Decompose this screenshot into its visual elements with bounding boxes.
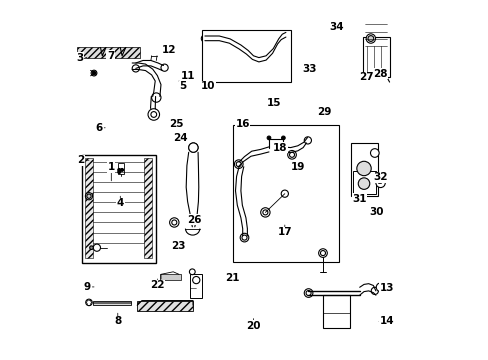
Bar [77, 47, 140, 58]
Text: 28: 28 [372, 69, 387, 79]
Text: 33: 33 [302, 64, 316, 74]
Circle shape [242, 235, 246, 240]
Circle shape [188, 143, 198, 152]
Text: 6: 6 [95, 123, 102, 133]
Circle shape [121, 168, 123, 171]
Text: 20: 20 [246, 321, 260, 331]
Circle shape [190, 145, 196, 150]
Circle shape [132, 65, 139, 72]
Bar [160, 274, 181, 280]
Circle shape [358, 178, 369, 189]
Circle shape [236, 162, 241, 167]
Circle shape [263, 210, 267, 215]
Text: 21: 21 [224, 273, 239, 283]
Text: 32: 32 [372, 172, 387, 182]
Text: 17: 17 [277, 227, 291, 237]
Text: 7: 7 [107, 51, 114, 61]
Text: 31: 31 [352, 194, 366, 204]
Circle shape [151, 93, 161, 102]
Bar [352, 171, 375, 194]
Circle shape [370, 287, 378, 294]
Text: 2: 2 [77, 155, 84, 165]
Circle shape [318, 249, 326, 257]
Circle shape [192, 276, 200, 284]
Bar [118, 163, 124, 174]
Circle shape [169, 218, 179, 227]
Text: 10: 10 [201, 81, 215, 91]
Bar [144, 158, 151, 258]
Circle shape [91, 70, 97, 76]
Text: 26: 26 [186, 215, 201, 225]
Circle shape [305, 291, 310, 296]
Text: 27: 27 [359, 72, 373, 82]
Circle shape [161, 64, 168, 71]
Circle shape [287, 150, 296, 159]
Text: 13: 13 [379, 283, 393, 293]
Circle shape [118, 168, 121, 171]
Text: 23: 23 [170, 240, 185, 251]
Circle shape [370, 149, 378, 157]
Bar [137, 301, 193, 311]
Circle shape [85, 299, 92, 306]
Circle shape [260, 208, 269, 217]
Circle shape [304, 137, 311, 144]
Circle shape [266, 136, 270, 140]
Text: 4: 4 [116, 198, 124, 208]
Text: 18: 18 [273, 143, 287, 153]
Circle shape [118, 171, 121, 174]
Circle shape [281, 190, 288, 197]
Text: 14: 14 [379, 316, 393, 327]
Circle shape [304, 289, 312, 297]
Text: 22: 22 [150, 280, 164, 290]
Text: 11: 11 [180, 71, 195, 81]
Bar [232, 125, 339, 262]
Bar [202, 30, 291, 82]
Bar [85, 158, 92, 258]
Text: 24: 24 [173, 132, 187, 143]
Circle shape [289, 152, 294, 157]
Text: 3: 3 [76, 53, 83, 63]
Circle shape [188, 143, 198, 152]
Bar [81, 155, 155, 263]
Circle shape [92, 71, 96, 75]
Bar [350, 143, 377, 196]
Bar [92, 301, 131, 305]
Circle shape [85, 193, 92, 200]
Bar [190, 274, 202, 298]
Text: 5: 5 [179, 81, 186, 91]
Circle shape [93, 244, 101, 251]
Circle shape [234, 160, 243, 168]
Circle shape [283, 31, 289, 39]
Circle shape [281, 136, 285, 140]
Bar [322, 295, 349, 328]
Circle shape [375, 283, 384, 292]
Text: 15: 15 [266, 98, 281, 108]
Text: 34: 34 [328, 22, 343, 32]
Circle shape [366, 34, 375, 43]
Text: 19: 19 [290, 162, 305, 172]
Text: 9: 9 [83, 282, 90, 292]
Circle shape [320, 251, 325, 256]
Text: 29: 29 [317, 107, 331, 117]
Circle shape [189, 269, 195, 275]
Bar [362, 37, 389, 77]
Circle shape [148, 109, 159, 120]
Circle shape [151, 112, 156, 117]
Circle shape [89, 246, 93, 249]
Circle shape [240, 233, 248, 242]
Circle shape [171, 220, 177, 225]
Circle shape [201, 35, 208, 42]
Circle shape [375, 178, 385, 188]
Circle shape [87, 194, 91, 198]
Circle shape [356, 161, 370, 176]
Circle shape [367, 36, 373, 41]
Text: 25: 25 [169, 119, 183, 129]
Text: 30: 30 [369, 207, 384, 217]
Text: 12: 12 [162, 45, 176, 55]
Text: 8: 8 [114, 316, 121, 327]
Text: 1: 1 [107, 162, 115, 172]
Text: 16: 16 [235, 119, 249, 129]
